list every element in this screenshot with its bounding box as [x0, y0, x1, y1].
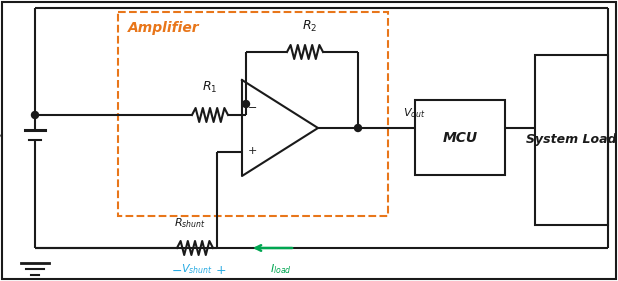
- Text: $V_{shunt}$: $V_{shunt}$: [181, 262, 213, 276]
- Text: $+$: $+$: [216, 264, 227, 277]
- Text: $-$: $-$: [171, 264, 182, 277]
- Text: $R_2$: $R_2$: [302, 19, 318, 34]
- Circle shape: [32, 112, 38, 119]
- Circle shape: [242, 101, 250, 108]
- Text: $V_{out}$: $V_{out}$: [403, 106, 426, 120]
- Text: $R_1$: $R_1$: [202, 80, 218, 95]
- Circle shape: [355, 124, 362, 132]
- Text: $I_{load}$: $I_{load}$: [269, 262, 292, 276]
- Text: System Load: System Load: [527, 133, 617, 146]
- Bar: [415, 100, 505, 175]
- Text: $V_{supply}$: $V_{supply}$: [0, 127, 4, 143]
- Text: Amplifier: Amplifier: [128, 21, 200, 35]
- Text: MCU: MCU: [442, 130, 478, 144]
- Text: $+$: $+$: [247, 144, 257, 155]
- Bar: [535, 55, 608, 225]
- Text: $R_{shunt}$: $R_{shunt}$: [174, 216, 206, 230]
- Text: $-$: $-$: [247, 101, 257, 111]
